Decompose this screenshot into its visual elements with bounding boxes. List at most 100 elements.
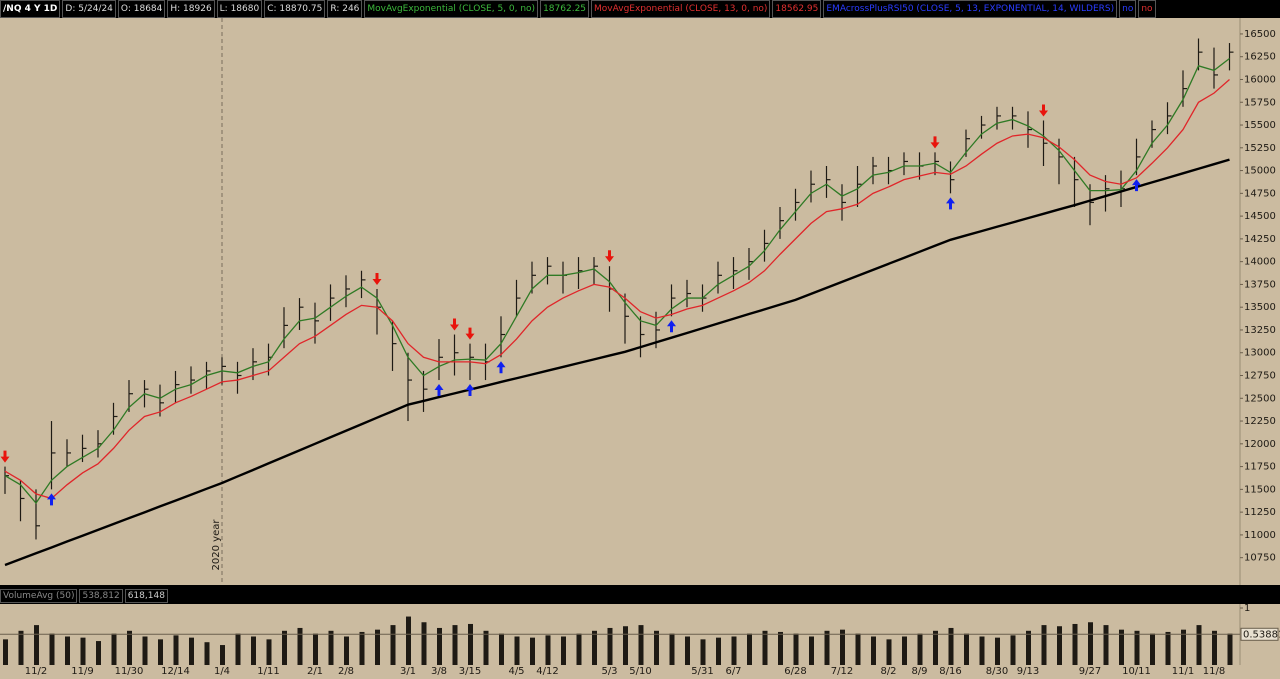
x-tick-label: 4/12 — [536, 666, 558, 677]
volume-bar — [127, 630, 132, 665]
volume-bar — [452, 625, 458, 665]
volume-bar — [1103, 625, 1109, 665]
x-tick-label: 1/11 — [257, 666, 279, 677]
x-tick-label: 10/11 — [1122, 666, 1151, 677]
sell-signal — [605, 250, 614, 263]
volume-bar — [1072, 623, 1078, 665]
volume-bar — [716, 637, 721, 665]
volume-bar — [375, 629, 380, 665]
volume-bar — [1026, 630, 1031, 665]
header: /NQ 4 Y 1D D: 5/24/24 O: 18684 H: 18926 L: 1… — [0, 0, 1280, 18]
y-tick-label: 15000 — [1244, 166, 1276, 177]
volume-bar — [34, 625, 39, 665]
study-name: EMAcrossPlusRSI50 (CLOSE, 5, 13, EXPONEN… — [823, 0, 1118, 18]
y-tick-label: 15500 — [1244, 120, 1276, 131]
volume-bar — [297, 627, 303, 665]
volume-bar — [576, 633, 582, 665]
volume-bar — [1181, 629, 1186, 665]
x-tick-label: 2/8 — [338, 666, 354, 677]
buy-signal — [434, 384, 444, 397]
x-tick-label: 3/15 — [459, 666, 481, 677]
volume-bar — [437, 627, 442, 665]
volume-bar — [933, 630, 938, 665]
buy-signal — [1132, 179, 1141, 192]
volume-bar — [1010, 635, 1016, 665]
volume-bar — [1041, 625, 1047, 665]
x-tick-label: 2/1 — [307, 666, 323, 677]
volume-bar — [793, 633, 799, 665]
y-tick-label: 16500 — [1244, 29, 1276, 40]
volume-bar — [390, 625, 396, 665]
volume-bar — [1057, 626, 1062, 665]
symbol: /NQ 4 Y 1D — [0, 0, 61, 18]
y-tick-label: 15750 — [1244, 97, 1276, 108]
sell-signal — [372, 272, 382, 285]
y-tick-label: 13250 — [1244, 325, 1276, 336]
volume-bar — [142, 636, 148, 665]
y-tick-label: 11500 — [1244, 484, 1276, 495]
volume-bar — [96, 641, 101, 665]
x-tick-label: 1/4 — [214, 666, 230, 677]
volume-readout: 538,812 — [79, 589, 123, 603]
y-tick-label: 13500 — [1244, 302, 1276, 313]
field: C: 18870.75 — [264, 0, 326, 18]
volume-bar — [747, 633, 752, 665]
study-name: MovAvgExponential (CLOSE, 13, 0, no) — [591, 0, 771, 18]
y-tick-label: 14000 — [1244, 257, 1276, 268]
y-tick-label: 10750 — [1244, 553, 1276, 564]
x-tick-label: 5/3 — [601, 666, 617, 677]
x-tick-label: 11/9 — [71, 666, 93, 677]
x-tick-label: 3/1 — [400, 666, 416, 677]
volume-bar — [917, 633, 923, 665]
volume-bar — [685, 636, 690, 665]
x-tick-label: 3/8 — [431, 666, 447, 677]
sell-signal — [1039, 104, 1048, 117]
volume-bar — [220, 645, 225, 665]
volume-bar — [359, 631, 365, 665]
volume-bar — [545, 635, 551, 665]
volume-bar — [1196, 625, 1202, 665]
y-tick-label: 16000 — [1244, 74, 1276, 85]
y-tick-label: 15250 — [1244, 143, 1276, 154]
buy-signal — [667, 320, 676, 333]
volume-bar — [731, 636, 737, 665]
volume-bar — [421, 622, 427, 665]
volume-bar — [623, 626, 628, 665]
volume-bar — [282, 630, 287, 665]
x-tick-label: 8/9 — [911, 666, 927, 677]
y-tick-label: 11250 — [1244, 507, 1276, 518]
buy-signal — [47, 493, 56, 506]
volume-bar — [80, 637, 86, 665]
sell-signal — [930, 136, 940, 149]
x-tick-label: 5/10 — [629, 666, 651, 677]
y-tick-label: 14250 — [1244, 234, 1276, 245]
volume-bar — [158, 639, 163, 665]
volume-bar — [1088, 622, 1093, 665]
y-tick-label: 12250 — [1244, 416, 1276, 427]
volume-bar — [235, 633, 241, 665]
volume-bar — [1150, 633, 1155, 665]
volume-bar — [1134, 630, 1140, 665]
volume-bar — [964, 633, 969, 665]
volume-bar — [3, 639, 8, 665]
x-tick-label: 9/13 — [1017, 666, 1039, 677]
volume-bar — [406, 616, 411, 665]
volume-bar — [499, 633, 504, 665]
volume-title: VolumeAvg (50) — [0, 589, 78, 603]
field: D: 5/24/24 — [62, 0, 116, 18]
buy-signal — [946, 197, 955, 210]
volume-bar — [654, 630, 659, 665]
study-name: MovAvgExponential (CLOSE, 5, 0, no) — [364, 0, 539, 18]
volume-bar — [979, 636, 985, 665]
y-tick-label: 13750 — [1244, 279, 1276, 290]
volume-bar — [824, 630, 830, 665]
buy-signal — [465, 384, 475, 397]
volume-bar — [855, 633, 861, 665]
x-tick-label: 11/2 — [25, 666, 47, 677]
indicator-line — [4, 158, 1230, 567]
field: O: 18684 — [117, 0, 166, 18]
sell-signal — [0, 450, 10, 463]
volume-bar — [468, 623, 473, 665]
